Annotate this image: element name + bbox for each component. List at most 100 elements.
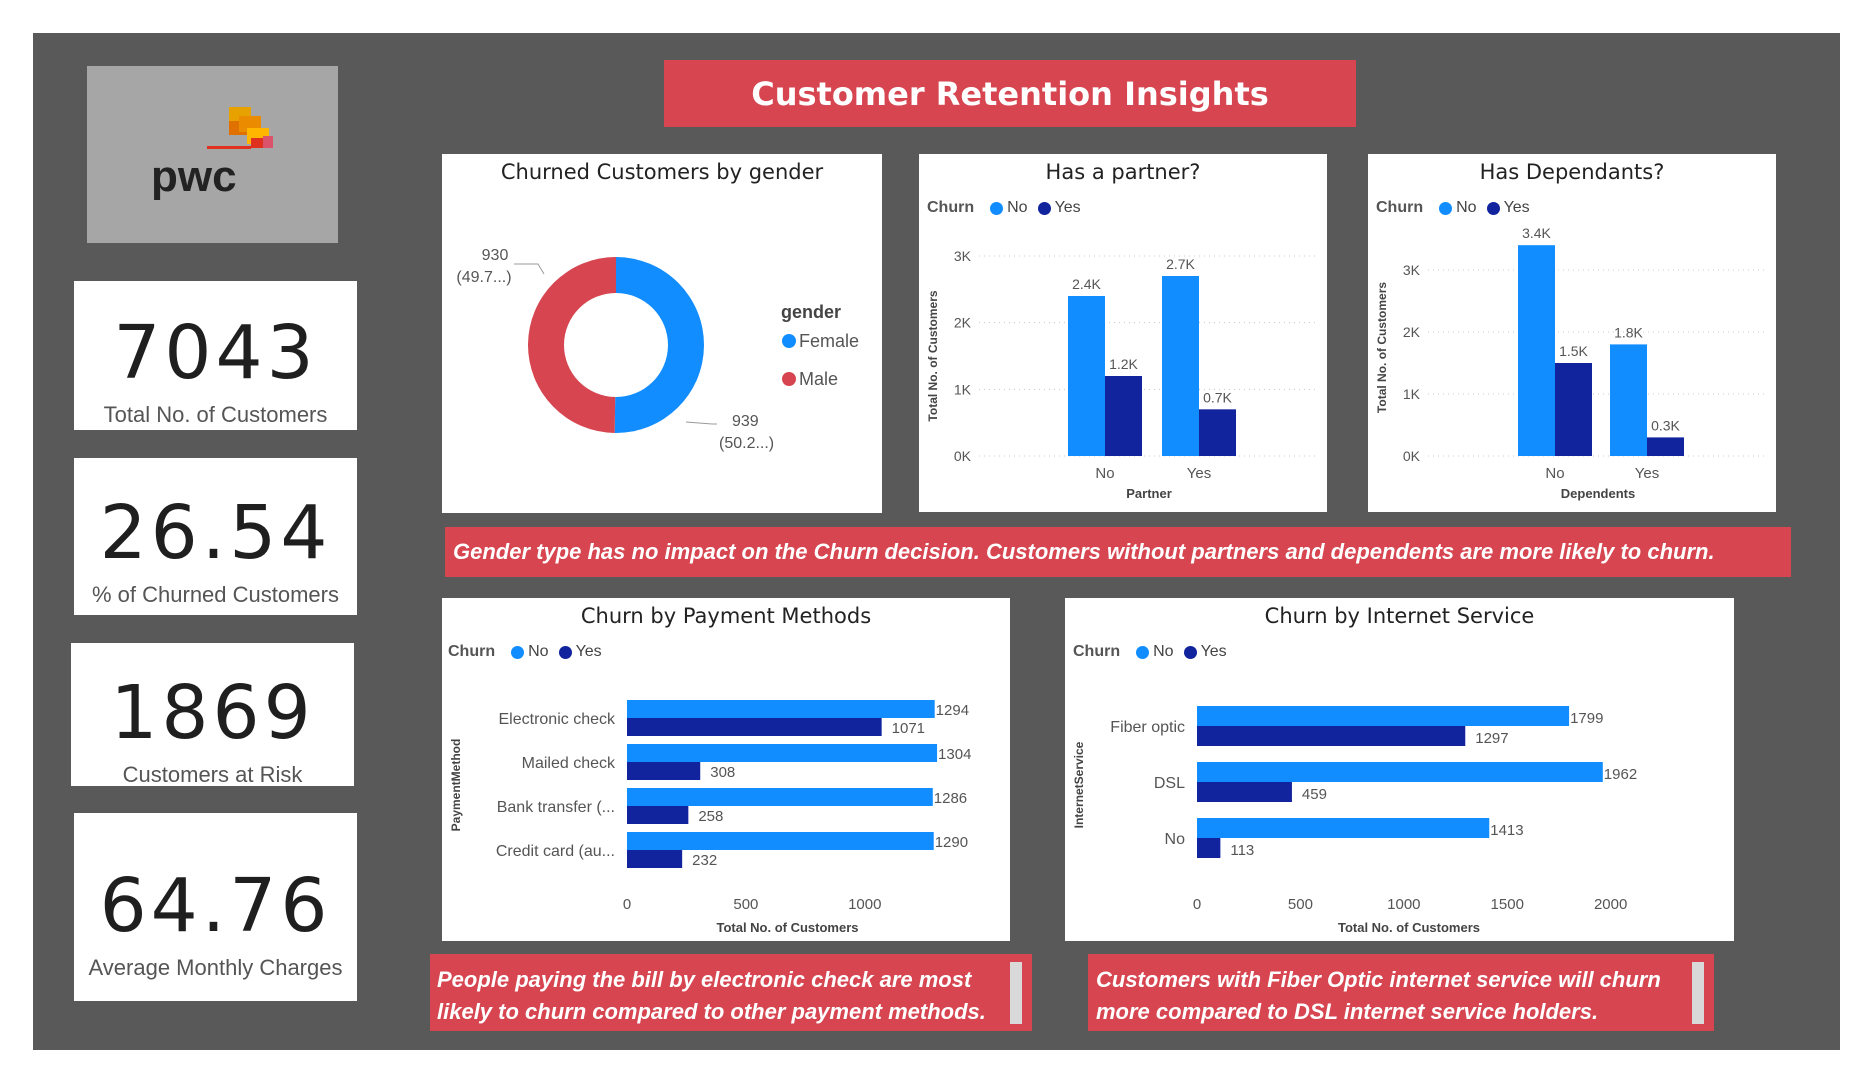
y-tick-label: 2K	[1403, 324, 1421, 340]
kpi-label: Average Monthly Charges	[88, 955, 343, 980]
bar-data-label: 308	[710, 764, 735, 781]
chart-legend: Churn No Yes	[927, 199, 1081, 217]
bar-no-0[interactable]	[1197, 706, 1570, 726]
x-tick-label: No	[1545, 465, 1564, 482]
pwc-logo: pwc	[87, 66, 338, 243]
bar-data-label: 258	[698, 808, 723, 825]
bar-yes-no[interactable]	[1555, 363, 1592, 456]
x-tick-label: 500	[733, 896, 758, 913]
y-tick-label: Electronic check	[499, 711, 616, 728]
donut-label-female-value: 939	[732, 413, 759, 430]
legend-no-swatch[interactable]	[511, 645, 525, 659]
legend-female-swatch[interactable]	[782, 334, 796, 348]
chart-payment-panel[interactable]: Churn by Payment Methods Churn No Yes 12…	[442, 598, 1010, 941]
chart-dependents-panel[interactable]: Has Dependants? Churn No Yes 0K 1K 2K 3K 3.4…	[1368, 154, 1776, 512]
bar-yes-2[interactable]	[1197, 838, 1221, 858]
insight-gender: Gender type has no impact on the Churn d…	[445, 527, 1791, 577]
chart-internet-panel[interactable]: Churn by Internet Service Churn No Yes 1…	[1065, 598, 1734, 941]
x-tick-label: Yes	[1187, 465, 1211, 482]
y-tick-label: DSL	[1154, 775, 1185, 792]
bar-yes-1[interactable]	[627, 762, 701, 780]
chart-title: Churn by Payment Methods	[580, 604, 872, 628]
chart-legend: Churn No Yes	[1073, 643, 1227, 661]
bar-yes-2[interactable]	[627, 806, 689, 824]
bar-data-label: 1294	[936, 702, 969, 719]
bar-no-no[interactable]	[1518, 245, 1555, 456]
partner-chart-svg: 0K 1K 2K 3K 2.4K 1.2K No 2.7K 0.7K Yes Partner Tota…	[926, 248, 1319, 501]
bar-data-label: 2.7K	[1166, 256, 1195, 272]
y-tick-label: 1K	[1403, 386, 1421, 402]
bar-yes-no[interactable]	[1105, 376, 1142, 456]
legend-yes-swatch[interactable]	[1183, 645, 1197, 659]
bar-data-label: 1413	[1490, 822, 1523, 839]
donut-slice-female[interactable]	[614, 257, 704, 433]
bar-no-yes[interactable]	[1610, 344, 1647, 456]
y-axis-title: PaymentMethod	[449, 739, 463, 832]
chart-title: Has a partner?	[1045, 160, 1201, 184]
legend-no-swatch[interactable]	[1439, 201, 1453, 215]
y-tick-label: No	[1165, 831, 1186, 848]
bar-no-0[interactable]	[627, 700, 935, 718]
legend-male-swatch[interactable]	[782, 372, 796, 386]
donut-slice-male[interactable]	[527, 257, 616, 433]
legend-yes-swatch[interactable]	[558, 645, 572, 659]
legend-yes-label: Yes	[575, 643, 602, 660]
chart-gender-panel[interactable]: Churned Customers by gender 930 (49.7...…	[442, 154, 882, 513]
payment-chart-svg: 1294 1071 Electronic check 1304 308 Mailed ch…	[449, 700, 971, 935]
x-axis-title: Partner	[1126, 486, 1172, 501]
bar-no-2[interactable]	[627, 788, 933, 806]
insight-text: Gender type has no impact on the Churn d…	[453, 539, 1715, 564]
legend-female-label: Female	[799, 331, 859, 351]
bar-no-1[interactable]	[627, 744, 938, 762]
x-axis-title: Dependents	[1561, 486, 1635, 501]
kpi-value: 7043	[113, 310, 318, 396]
legend-no-swatch[interactable]	[1136, 645, 1150, 659]
bar-yes-0[interactable]	[627, 718, 882, 736]
x-tick-label: 0	[623, 896, 631, 913]
legend-male-label: Male	[799, 369, 838, 389]
bar-data-label: 3.4K	[1522, 225, 1551, 241]
legend-no-label: No	[1153, 643, 1174, 660]
bar-data-label: 2.4K	[1072, 276, 1101, 292]
bar-data-label: 1286	[934, 790, 967, 807]
y-axis-title: InternetService	[1072, 741, 1086, 828]
donut-label-male-pct: (49.7...)	[456, 269, 511, 286]
x-tick-label: 0	[1193, 896, 1201, 913]
y-axis-title: Total No. of Customers	[1375, 282, 1389, 413]
kpi-label: Customers at Risk	[122, 762, 303, 787]
y-tick-label: 3K	[1403, 262, 1421, 278]
x-tick-label: 1000	[848, 896, 881, 913]
insight-payment: People paying the bill by electronic che…	[430, 954, 1032, 1031]
chart-legend: Churn No Yes	[1376, 199, 1530, 217]
leader-line-male	[514, 263, 545, 275]
bar-yes-yes[interactable]	[1199, 409, 1236, 456]
internet-chart-svg: 1799 1297 Fiber optic 1962 459 DSL 1413 113 No 0 5…	[1072, 706, 1637, 935]
insight-scrollbar[interactable]	[1692, 962, 1704, 1024]
donut-label-female-pct: (50.2...)	[719, 435, 774, 452]
bar-no-1[interactable]	[1197, 762, 1603, 782]
bar-no-no[interactable]	[1068, 296, 1105, 456]
chart-partner-panel[interactable]: Has a partner? Churn No Yes 0K 1K 2K 3K 2.4K…	[919, 154, 1327, 512]
bar-data-label: 232	[692, 852, 717, 869]
legend-yes-swatch[interactable]	[1486, 201, 1500, 215]
bar-no-2[interactable]	[1197, 818, 1490, 838]
donut-label-male-value: 930	[482, 247, 509, 264]
y-tick-label: 2K	[954, 315, 972, 331]
bar-data-label: 1.2K	[1109, 356, 1138, 372]
insight-scrollbar[interactable]	[1010, 962, 1022, 1024]
bar-data-label: 1290	[935, 834, 968, 851]
legend-yes-swatch[interactable]	[1037, 201, 1051, 215]
bar-no-3[interactable]	[627, 832, 934, 850]
bar-yes-3[interactable]	[627, 850, 683, 868]
kpi-label: % of Churned Customers	[92, 582, 339, 607]
bar-yes-0[interactable]	[1197, 726, 1466, 746]
bar-no-yes[interactable]	[1162, 276, 1199, 456]
y-tick-label: 3K	[954, 248, 972, 264]
bar-yes-1[interactable]	[1197, 782, 1292, 802]
y-tick-label: Bank transfer (...	[497, 799, 615, 816]
x-tick-label: 500	[1288, 896, 1313, 913]
bar-yes-yes[interactable]	[1647, 437, 1684, 456]
legend-no-swatch[interactable]	[990, 201, 1004, 215]
bar-data-label: 1304	[938, 746, 971, 763]
